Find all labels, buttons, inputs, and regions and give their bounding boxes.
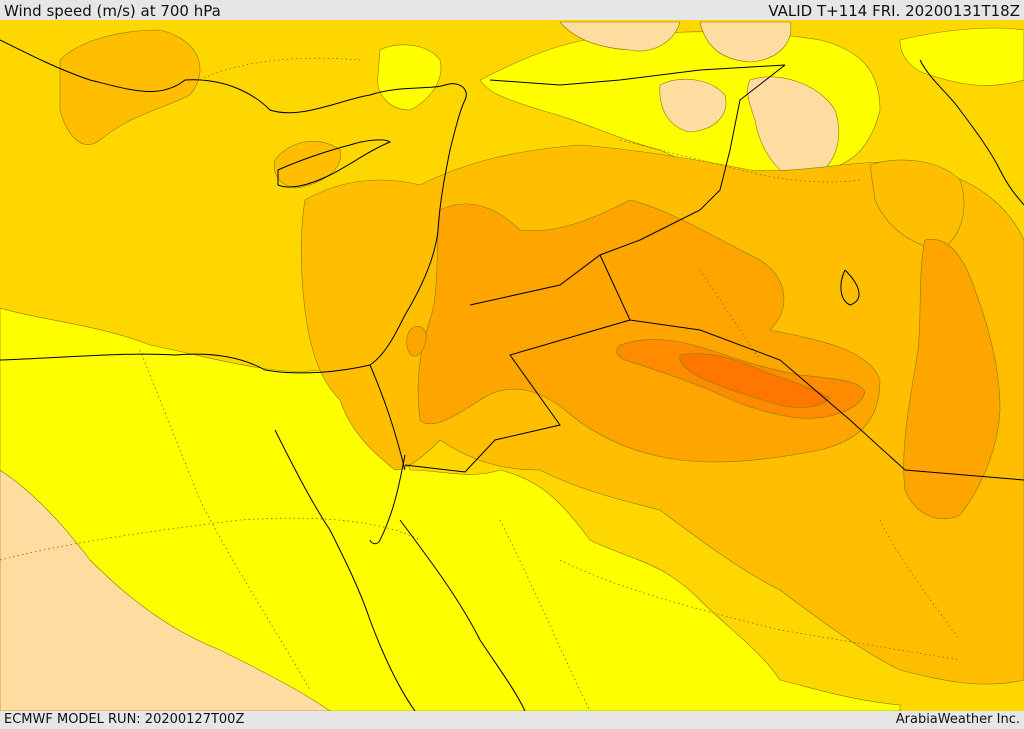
wind-speed-map: [0, 20, 1024, 711]
wind-band-lowest-southwest: [0, 469, 331, 711]
persian-gulf-coast: [919, 59, 1024, 206]
map-footer: ECMWF MODEL RUN: 20200127T00Z ArabiaWeat…: [0, 711, 1024, 729]
egypt-sudan-border: [369, 364, 406, 471]
wind-band-low-east: [899, 27, 1024, 86]
wind-band-lowest-north-3: [559, 21, 681, 52]
sinai-gulf-suez: [274, 429, 416, 711]
model-run: ECMWF MODEL RUN: 20200127T00Z: [4, 712, 245, 727]
wind-band-mid-north-east: [869, 159, 965, 251]
valid-time: VALID T+114 FRI. 20200131T18Z: [768, 2, 1020, 20]
red-sea-east-coast: [399, 519, 526, 711]
syria-iraq-border: [469, 64, 786, 306]
map-header: Wind speed (m/s) at 700 hPa VALID T+114 …: [0, 0, 1024, 20]
turkey-coast: [0, 39, 467, 151]
dotted-contours: [0, 57, 961, 711]
wind-band-lowest-north-4: [699, 21, 792, 63]
wind-band-low-patch: [377, 44, 442, 111]
wind-band-low-south: [0, 307, 901, 711]
credit: ArabiaWeather Inc.: [895, 712, 1020, 727]
cyprus-outline: [277, 139, 391, 188]
wind-band-mid-northwest: [59, 29, 201, 145]
north-africa-coast: [0, 353, 371, 374]
turkey-syria-border: [489, 64, 786, 86]
wind-band-high-east: [903, 239, 1001, 520]
map-title: Wind speed (m/s) at 700 hPa: [4, 2, 221, 20]
coastlines-borders: [0, 39, 1024, 711]
levant-coast: [369, 149, 451, 366]
kuwait-coast: [840, 269, 860, 306]
weather-map: [0, 20, 1024, 711]
wind-band-lowest-north-1: [659, 79, 727, 133]
wind-band-high-jordan-spot: [406, 326, 427, 357]
iraq-saudi-border: [629, 319, 1024, 481]
wind-band-highest-core: [679, 353, 831, 408]
gulf-of-aqaba: [369, 454, 406, 545]
